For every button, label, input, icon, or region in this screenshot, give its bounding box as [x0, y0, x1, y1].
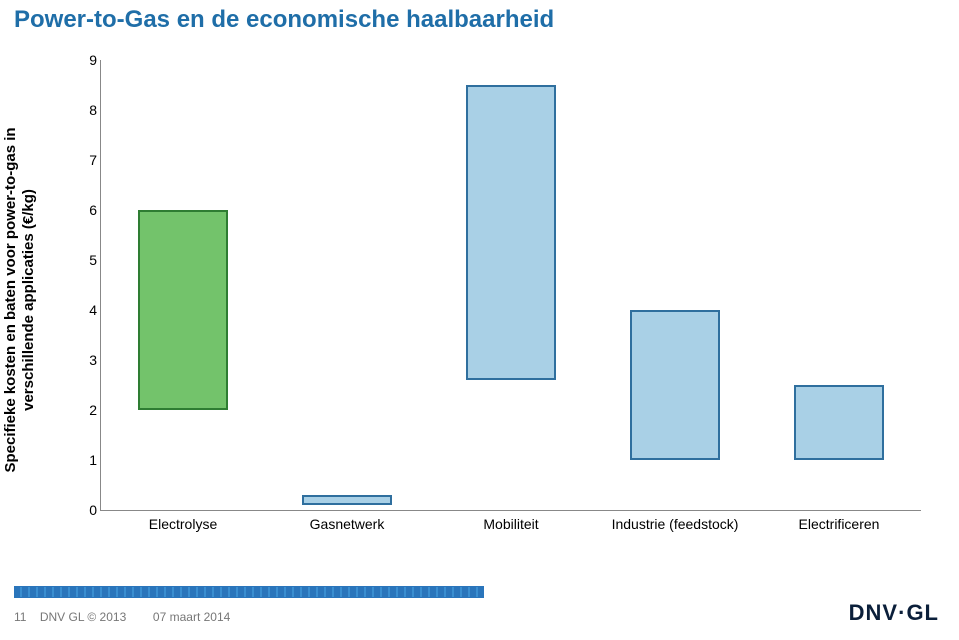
page-title: Power-to-Gas en de economische haalbaarh… [14, 6, 554, 34]
footer-date: 07 maart 2014 [153, 610, 230, 624]
slide: Power-to-Gas en de economische haalbaarh… [0, 0, 959, 640]
y-tick: 3 [71, 352, 97, 368]
y-tick: 0 [71, 502, 97, 518]
y-tick: 5 [71, 252, 97, 268]
bar [466, 85, 556, 380]
y-tick: 9 [71, 52, 97, 68]
bar [302, 495, 392, 505]
x-tick-label: Electrolyse [149, 516, 217, 532]
chart-area: Specifieke kosten en baten voor power-to… [30, 60, 930, 540]
x-tick-label: Mobiliteit [483, 516, 538, 532]
y-tick: 7 [71, 152, 97, 168]
y-tick: 2 [71, 402, 97, 418]
copyright-text: DNV GL © 2013 [40, 610, 126, 624]
bar [794, 385, 884, 460]
y-axis-label: Specifieke kosten en baten voor power-to… [2, 127, 38, 472]
bar [138, 210, 228, 410]
footer-text: 11 DNV GL © 2013 07 maart 2014 [14, 610, 230, 624]
y-tick: 4 [71, 302, 97, 318]
x-tick-label: Industrie (feedstock) [612, 516, 739, 532]
plot-region: 0123456789ElectrolyseGasnetwerkMobilitei… [100, 60, 921, 511]
dnv-gl-logo: DNV·GL [849, 600, 939, 626]
y-tick: 6 [71, 202, 97, 218]
x-tick-label: Gasnetwerk [310, 516, 385, 532]
y-tick: 1 [71, 452, 97, 468]
bar [630, 310, 720, 460]
page-number: 11 [14, 610, 26, 624]
footer-decoration [14, 586, 484, 598]
x-tick-label: Electrificeren [799, 516, 880, 532]
y-tick: 8 [71, 102, 97, 118]
